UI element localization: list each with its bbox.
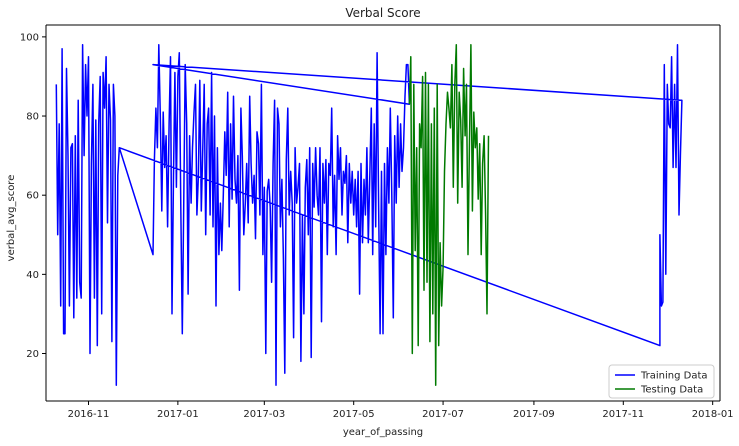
legend-label-testing-data: Testing Data [640,385,703,396]
y-axis-title: verbal_avg_score [6,175,17,262]
y-tick-label: 40 [26,270,39,281]
x-tick-label: 2017-03 [243,409,285,420]
plot-area [46,25,720,401]
y-tick-label: 20 [26,349,39,360]
series-line-training-data [55,44,683,386]
x-axis-title: year_of_passing [343,427,423,438]
legend-label-training-data: Training Data [640,371,708,382]
axes: 2016-11 2017-01 2017-03 2017-05 2017-07 2017-… [20,24,734,420]
x-tick-label: 2017-05 [333,409,375,420]
legend-box [608,364,715,399]
x-tick-label: 2017-01 [157,409,199,420]
x-tick-label: 2018-01 [692,409,734,420]
x-tick-label: 2017-11 [602,409,644,420]
plot-background [46,25,720,401]
y-tick-label: 60 [26,191,39,202]
x-tick-label: 2016-11 [68,409,110,420]
y-tick-label: 80 [26,112,39,123]
x-tick-label: 2017-07 [422,409,464,420]
y-tick-label: 100 [20,32,39,43]
series-line-testing-data [408,44,490,386]
x-tick-label: 2017-09 [513,409,555,420]
chart-title: Verbal Score [345,6,420,20]
legend: Training Data Testing Data [608,364,715,399]
